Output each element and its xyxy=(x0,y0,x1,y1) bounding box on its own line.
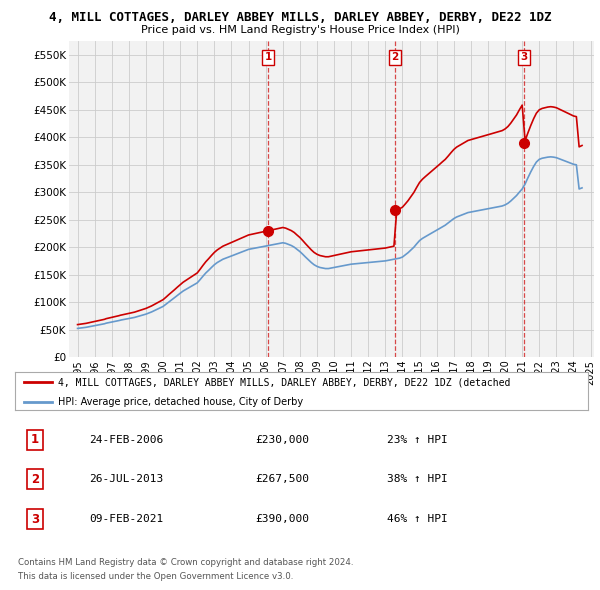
Text: 38% ↑ HPI: 38% ↑ HPI xyxy=(388,474,448,484)
Text: £390,000: £390,000 xyxy=(256,514,310,524)
Text: £230,000: £230,000 xyxy=(256,435,310,444)
Text: HPI: Average price, detached house, City of Derby: HPI: Average price, detached house, City… xyxy=(58,396,303,407)
Text: 4, MILL COTTAGES, DARLEY ABBEY MILLS, DARLEY ABBEY, DERBY, DE22 1DZ (detached: 4, MILL COTTAGES, DARLEY ABBEY MILLS, DA… xyxy=(58,378,511,388)
Text: 3: 3 xyxy=(520,53,527,63)
Text: This data is licensed under the Open Government Licence v3.0.: This data is licensed under the Open Gov… xyxy=(18,572,293,581)
Text: 2: 2 xyxy=(31,473,39,486)
Text: 23% ↑ HPI: 23% ↑ HPI xyxy=(388,435,448,444)
Text: Contains HM Land Registry data © Crown copyright and database right 2024.: Contains HM Land Registry data © Crown c… xyxy=(18,558,353,566)
Text: £267,500: £267,500 xyxy=(256,474,310,484)
Text: 24-FEB-2006: 24-FEB-2006 xyxy=(89,435,164,444)
Text: 46% ↑ HPI: 46% ↑ HPI xyxy=(388,514,448,524)
Text: 09-FEB-2021: 09-FEB-2021 xyxy=(89,514,164,524)
Text: 1: 1 xyxy=(31,433,39,446)
Text: Price paid vs. HM Land Registry's House Price Index (HPI): Price paid vs. HM Land Registry's House … xyxy=(140,25,460,35)
Text: 4, MILL COTTAGES, DARLEY ABBEY MILLS, DARLEY ABBEY, DERBY, DE22 1DZ: 4, MILL COTTAGES, DARLEY ABBEY MILLS, DA… xyxy=(49,11,551,24)
Text: 26-JUL-2013: 26-JUL-2013 xyxy=(89,474,164,484)
Text: 1: 1 xyxy=(265,53,272,63)
Text: 3: 3 xyxy=(31,513,39,526)
Text: 2: 2 xyxy=(391,53,399,63)
